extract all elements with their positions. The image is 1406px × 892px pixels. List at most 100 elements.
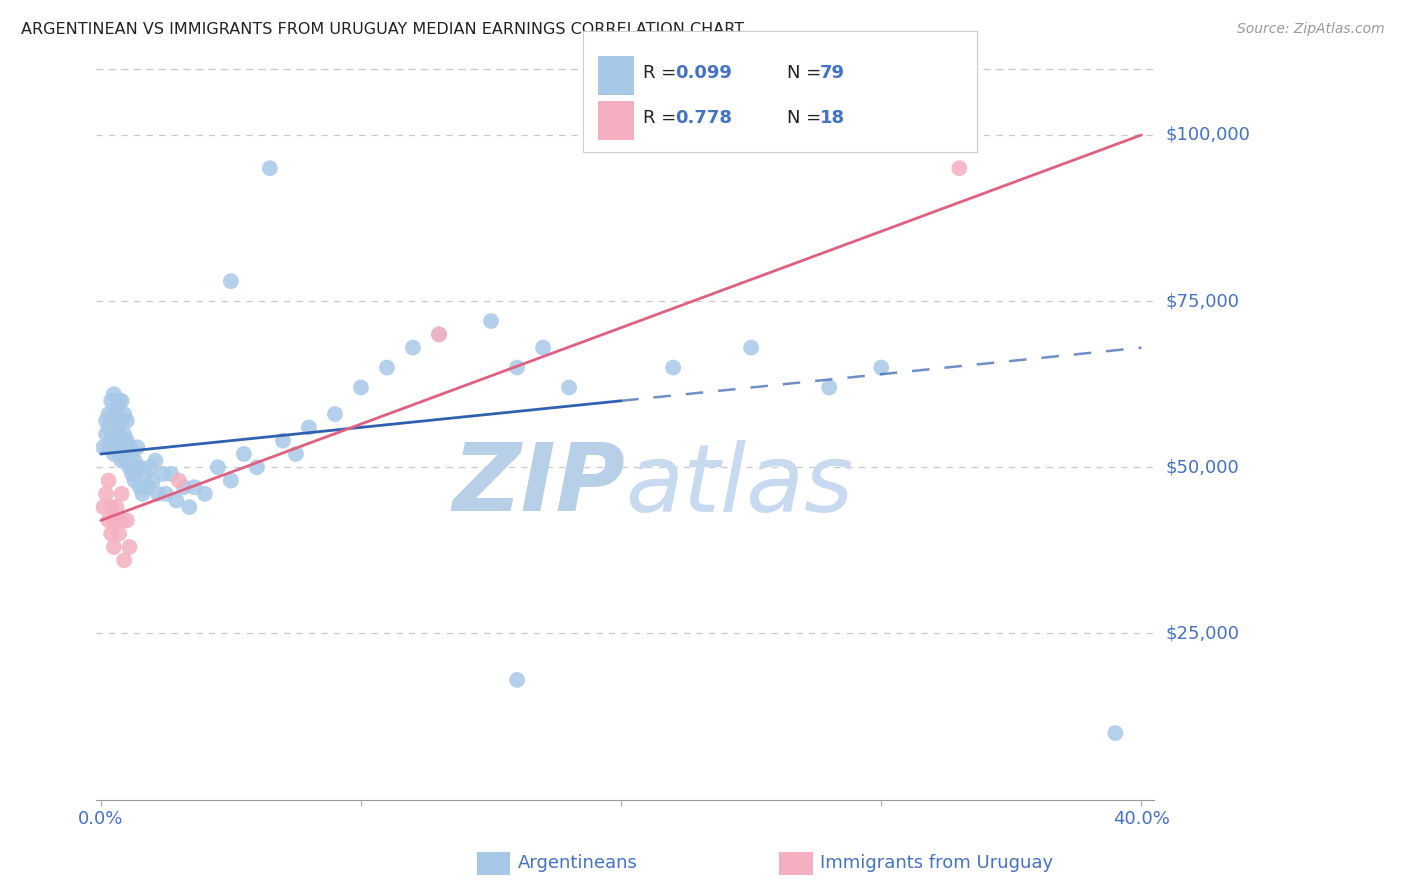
Point (232, 447, 254, 461)
Point (100, 526, 122, 541)
Point (179, 500, 201, 515)
Text: atlas: atlas (626, 440, 853, 531)
Point (246, 460, 269, 475)
Point (112, 553, 135, 567)
Point (97, 474, 120, 488)
Point (100, 434, 122, 448)
Point (97, 440, 120, 454)
Point (103, 540, 125, 554)
Point (94, 414, 117, 428)
Text: 0.099: 0.099 (675, 64, 731, 82)
Point (128, 480, 150, 494)
Point (350, 380, 373, 394)
Point (108, 526, 131, 541)
Point (105, 420, 128, 434)
Point (427, 327, 450, 342)
Point (115, 414, 138, 428)
Point (259, 161, 281, 176)
Point (558, 380, 581, 394)
Point (121, 467, 143, 481)
Point (112, 447, 135, 461)
Text: Immigrants from Uruguay: Immigrants from Uruguay (820, 855, 1053, 872)
Point (115, 453, 138, 467)
Point (108, 393, 131, 408)
Point (118, 540, 141, 554)
Point (103, 407, 125, 421)
Point (103, 513, 125, 527)
Point (134, 467, 156, 481)
Point (506, 360, 529, 375)
Point (139, 460, 162, 475)
Point (110, 434, 132, 448)
Point (165, 493, 187, 508)
Text: N =: N = (787, 109, 821, 127)
Point (94, 427, 117, 442)
Point (1104, 726, 1126, 740)
Text: Argentineans: Argentineans (517, 855, 637, 872)
Text: 18: 18 (820, 109, 845, 127)
Point (93, 500, 115, 515)
Text: 79: 79 (820, 64, 845, 82)
Point (128, 460, 150, 475)
Point (115, 513, 138, 527)
Point (219, 474, 242, 488)
Point (110, 513, 132, 527)
Point (146, 487, 169, 501)
Point (118, 440, 141, 454)
Text: R =: R = (643, 64, 676, 82)
Point (110, 393, 132, 408)
Point (112, 407, 135, 421)
Point (108, 414, 131, 428)
Point (110, 487, 132, 501)
Point (97, 420, 120, 434)
Text: $75,000: $75,000 (1166, 292, 1240, 310)
Point (127, 440, 149, 454)
Text: $50,000: $50,000 (1166, 458, 1239, 476)
Point (323, 407, 346, 421)
Point (127, 460, 149, 475)
Point (298, 420, 321, 434)
Point (870, 360, 893, 375)
Point (103, 447, 125, 461)
Point (142, 474, 165, 488)
Point (219, 274, 242, 288)
Point (173, 480, 195, 494)
Point (662, 360, 685, 375)
Text: ZIP: ZIP (453, 439, 626, 532)
Point (740, 341, 762, 355)
Point (112, 427, 135, 442)
Text: $100,000: $100,000 (1166, 126, 1250, 144)
Point (145, 453, 167, 467)
Point (110, 453, 132, 467)
Point (271, 434, 294, 448)
Point (531, 341, 554, 355)
Point (375, 360, 398, 375)
Point (105, 401, 128, 415)
Text: N =: N = (787, 64, 821, 82)
Point (103, 427, 125, 442)
Point (118, 460, 141, 475)
Point (948, 161, 970, 176)
Point (103, 387, 125, 401)
Point (121, 447, 143, 461)
Point (115, 434, 138, 448)
Point (136, 480, 159, 494)
Point (207, 460, 229, 475)
Point (131, 487, 153, 501)
Point (108, 447, 131, 461)
Point (124, 474, 146, 488)
Text: Source: ZipAtlas.com: Source: ZipAtlas.com (1237, 22, 1385, 37)
Point (183, 480, 205, 494)
Point (284, 447, 307, 461)
Point (108, 427, 131, 442)
Point (93, 440, 115, 454)
Point (100, 414, 122, 428)
Point (110, 414, 132, 428)
Point (155, 487, 177, 501)
Text: 0.778: 0.778 (675, 109, 733, 127)
Point (167, 474, 190, 488)
Text: $25,000: $25,000 (1166, 624, 1240, 642)
Point (427, 327, 450, 342)
Point (105, 500, 128, 515)
Point (105, 440, 128, 454)
